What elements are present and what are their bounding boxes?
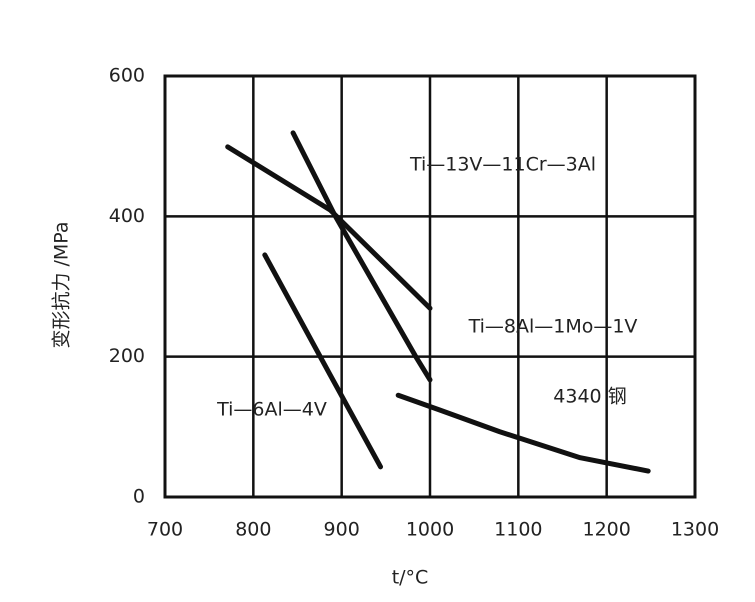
x-tick-label: 1300 [671,519,719,541]
y-tick-label: 600 [109,65,145,87]
y-axis-label: 变形抗力 /MPa [51,221,73,348]
x-tick-label: 1200 [582,519,630,541]
curve [290,130,433,383]
curve [225,144,433,311]
curve-label: 4340 钢 [553,386,626,408]
curve [395,392,651,474]
curve-label: Ti—8Al—1Mo—1V [468,316,638,338]
y-tick-label: 400 [109,205,145,227]
plot-frame [163,74,697,499]
curve-label: Ti—13V—11Cr—3Al [409,154,596,176]
y-tick-label: 200 [109,345,145,367]
y-tick-label: 0 [133,486,145,508]
x-tick-label: 800 [235,519,271,541]
x-tick-label: 700 [147,519,183,541]
curve [262,252,384,470]
x-tick-label: 1000 [406,519,454,541]
x-axis-label: t/°C [392,567,429,589]
x-tick-label: 1100 [494,519,542,541]
curve-label: Ti—6Al—4V [216,399,327,421]
x-tick-label: 900 [324,519,360,541]
